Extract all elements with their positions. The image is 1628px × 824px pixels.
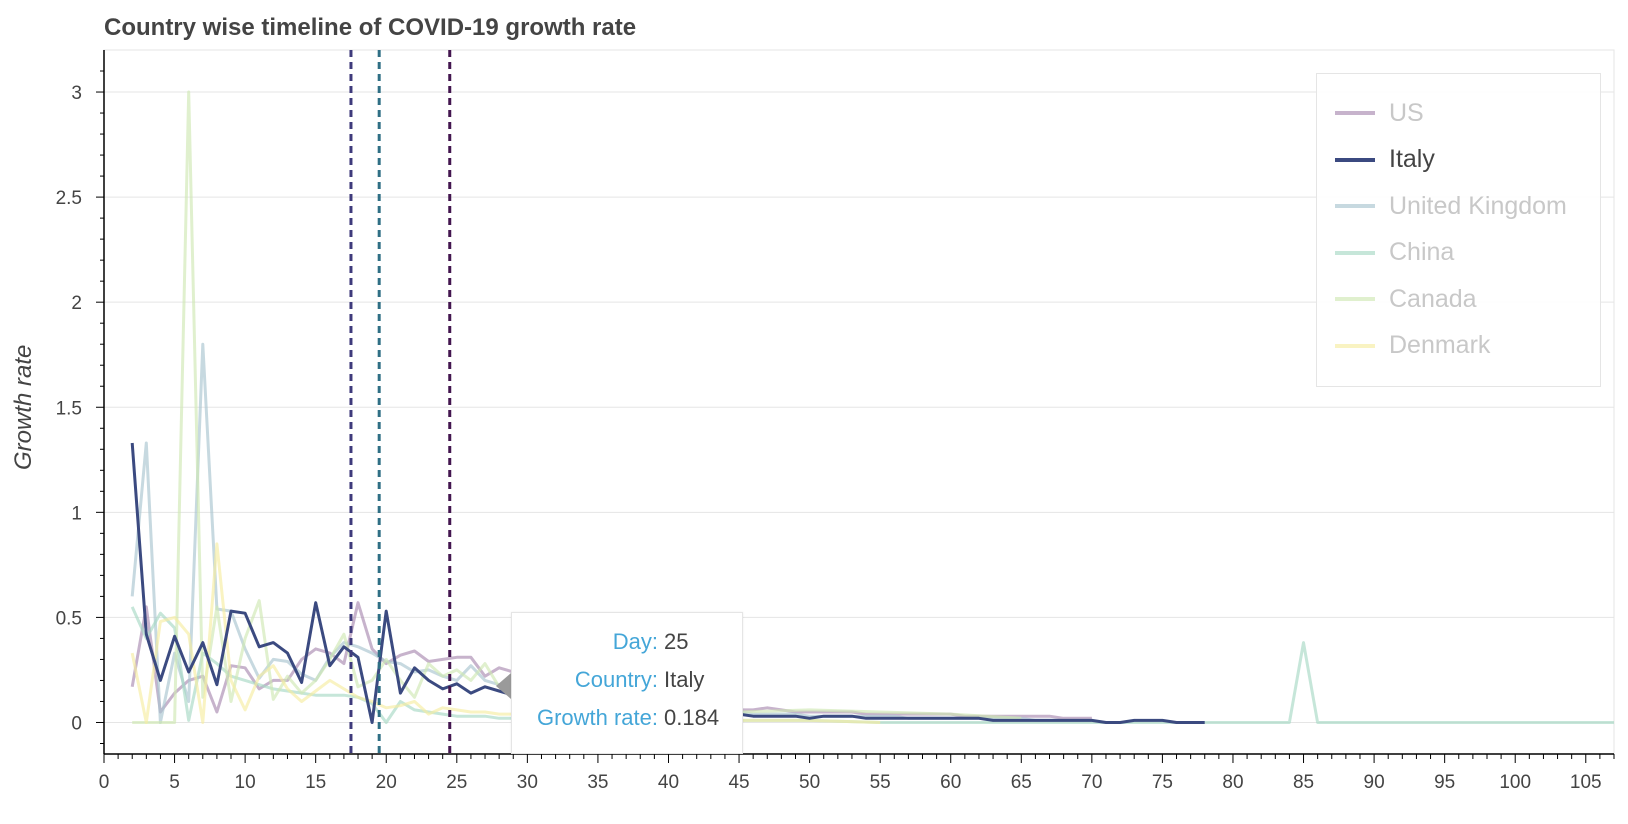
x-tick-label: 60 xyxy=(940,772,961,793)
x-tick-label: 75 xyxy=(1152,772,1173,793)
legend-label: Denmark xyxy=(1389,331,1491,359)
tooltip-value: 25 xyxy=(664,629,689,654)
x-tick-label: 35 xyxy=(587,772,608,793)
legend-item-china[interactable]: China xyxy=(1335,238,1454,268)
x-tick-label: 65 xyxy=(1011,772,1032,793)
x-tick-label: 50 xyxy=(799,772,820,793)
x-tick-label: 70 xyxy=(1081,772,1102,793)
hover-tooltip: Day: 25 Country: Italy Growth rate: 0.18… xyxy=(511,612,743,754)
x-tick-label: 55 xyxy=(870,772,891,793)
chart-legend: US Italy United Kingdom China Canada Denmark xyxy=(1316,73,1601,387)
legend-swatch xyxy=(1335,297,1375,301)
legend-swatch xyxy=(1335,343,1375,348)
legend-item-italy[interactable]: Italy xyxy=(1335,145,1435,175)
legend-label: Canada xyxy=(1389,284,1477,313)
tooltip-row-country: Country: Italy xyxy=(512,667,742,697)
x-tick-label: 5 xyxy=(169,772,180,793)
axis-layer: 00.511.522.530 5 10 15 20 25 30 35 40 45 50 55 60 65 7… xyxy=(56,50,1615,793)
legend-swatch xyxy=(1335,111,1375,115)
tooltip-key: Country: xyxy=(574,667,658,692)
x-tick-label: 15 xyxy=(305,772,326,793)
x-tick-label: 95 xyxy=(1434,772,1455,793)
legend-swatch xyxy=(1335,157,1375,162)
legend-item-canada[interactable]: Canada xyxy=(1335,284,1477,314)
legend-swatch xyxy=(1335,204,1375,208)
x-tick-label: 10 xyxy=(235,772,256,793)
x-tick-label: 25 xyxy=(446,772,467,793)
y-tick-label: 3 xyxy=(71,83,82,104)
x-tick-label: 45 xyxy=(728,772,749,793)
x-tick-label: 20 xyxy=(376,772,397,793)
legend-label: US xyxy=(1389,98,1424,127)
y-tick-label: 2.5 xyxy=(56,188,82,209)
x-tick-label: 100 xyxy=(1499,772,1531,793)
legend-item-us[interactable]: US xyxy=(1335,98,1424,128)
y-tick-label: 0 xyxy=(71,713,82,734)
y-tick-label: 1 xyxy=(71,503,82,524)
series-line-china xyxy=(130,606,1614,724)
legend-label: China xyxy=(1389,238,1455,266)
x-tick-label: 105 xyxy=(1570,772,1602,793)
legend-label: United Kingdom xyxy=(1389,191,1567,220)
legend-swatch xyxy=(1335,250,1375,255)
legend-label: Italy xyxy=(1389,145,1435,173)
tooltip-value: Italy xyxy=(664,667,705,692)
tooltip-row-day: Day: 25 xyxy=(512,629,742,659)
x-tick-label: 90 xyxy=(1364,772,1385,793)
y-tick-label: 2 xyxy=(71,293,82,314)
x-tick-label: 40 xyxy=(658,772,679,793)
vline-layer xyxy=(349,50,452,754)
tooltip-pointer xyxy=(496,673,511,699)
y-tick-label: 1.5 xyxy=(56,398,82,419)
legend-item-denmark[interactable]: Denmark xyxy=(1335,331,1490,361)
tooltip-row-growth-rate: Growth rate: 0.184 xyxy=(512,705,742,735)
x-tick-label: 30 xyxy=(517,772,538,793)
tooltip-value: 0.184 xyxy=(664,705,720,730)
chart-title: Country wise timeline of COVID-19 growth… xyxy=(104,14,637,41)
x-tick-label: 85 xyxy=(1293,772,1314,793)
tooltip-key: Day: xyxy=(612,629,658,654)
x-tick-label: 0 xyxy=(99,772,110,793)
y-tick-label: 0.5 xyxy=(56,608,82,629)
legend-item-united-kingdom[interactable]: United Kingdom xyxy=(1335,191,1567,221)
tooltip-key: Growth rate: xyxy=(536,705,658,730)
x-tick-label: 80 xyxy=(1222,772,1243,793)
